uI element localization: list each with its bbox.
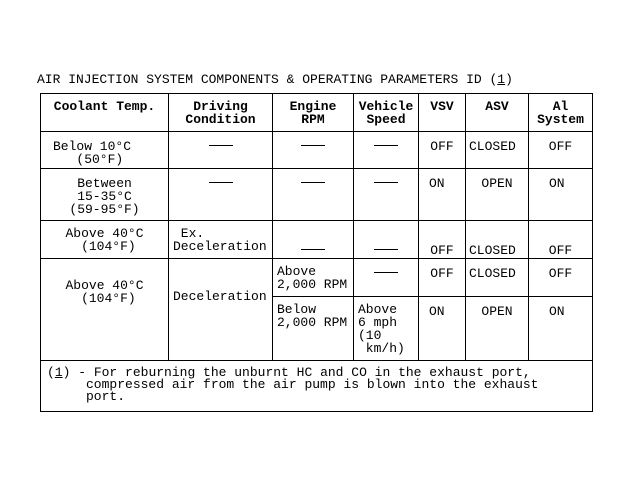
header-coolant: Coolant Temp. [40, 93, 169, 132]
footnote: (1) - For reburning the unburnt HC and C… [40, 360, 593, 412]
cell-driving [168, 168, 273, 221]
cell-ai: OFF [528, 131, 593, 169]
cell-rpm: Below 2,000 RPM [272, 296, 354, 361]
cell-asv: OPEN [465, 168, 529, 221]
cell-ai: ON [528, 168, 593, 221]
cell-driving: Deceleration [168, 258, 273, 361]
dash [208, 182, 233, 184]
cell-speed [353, 131, 419, 169]
dash [374, 272, 398, 274]
cell-asv: CLOSED [465, 220, 529, 259]
dash [301, 249, 325, 251]
cell-coolant: Above 40°C (104°F) [40, 220, 169, 259]
cell-coolant: Below 10°C (50°F) [40, 131, 169, 169]
cell-rpm: Above 2,000 RPM [272, 258, 354, 297]
cell-speed [353, 168, 419, 221]
cell-vsv: OFF [418, 258, 466, 297]
header-driving: Driving Condition [168, 93, 273, 132]
dash [374, 145, 398, 147]
cell-driving: Ex. Deceleration [168, 220, 273, 259]
cell-asv: OPEN [465, 296, 529, 361]
cell-ai: ON [528, 296, 593, 361]
cell-speed: Above 6 mph (10 km/h) [353, 296, 419, 361]
cell-rpm [272, 168, 354, 221]
cell-vsv: OFF [418, 220, 466, 259]
cell-coolant: Above 40°C (104°F) [40, 258, 169, 361]
dash [301, 145, 325, 147]
header-rpm: Engine RPM [272, 93, 354, 132]
cell-ai: OFF [528, 220, 593, 259]
cell-vsv: OFF [418, 131, 466, 169]
header-asv: ASV [465, 93, 529, 132]
header-ai-system: Al System [528, 93, 593, 132]
dash [208, 145, 233, 147]
cell-coolant: Between 15-35°C (59-95°F) [40, 168, 169, 221]
cell-speed [353, 220, 419, 259]
header-speed: Vehicle Speed [353, 93, 419, 132]
dash [374, 182, 398, 184]
cell-driving [168, 131, 273, 169]
cell-vsv: ON [418, 296, 466, 361]
dash [374, 249, 398, 251]
cell-vsv: ON [418, 168, 466, 221]
header-vsv: VSV [418, 93, 466, 132]
cell-asv: CLOSED [465, 258, 529, 297]
cell-ai: OFF [528, 258, 593, 297]
cell-asv: CLOSED [465, 131, 529, 169]
cell-rpm [272, 131, 354, 169]
table-title: AIR INJECTION SYSTEM COMPONENTS & OPERAT… [37, 72, 513, 87]
cell-rpm [272, 220, 354, 259]
dash [301, 182, 325, 184]
cell-speed [353, 258, 419, 297]
